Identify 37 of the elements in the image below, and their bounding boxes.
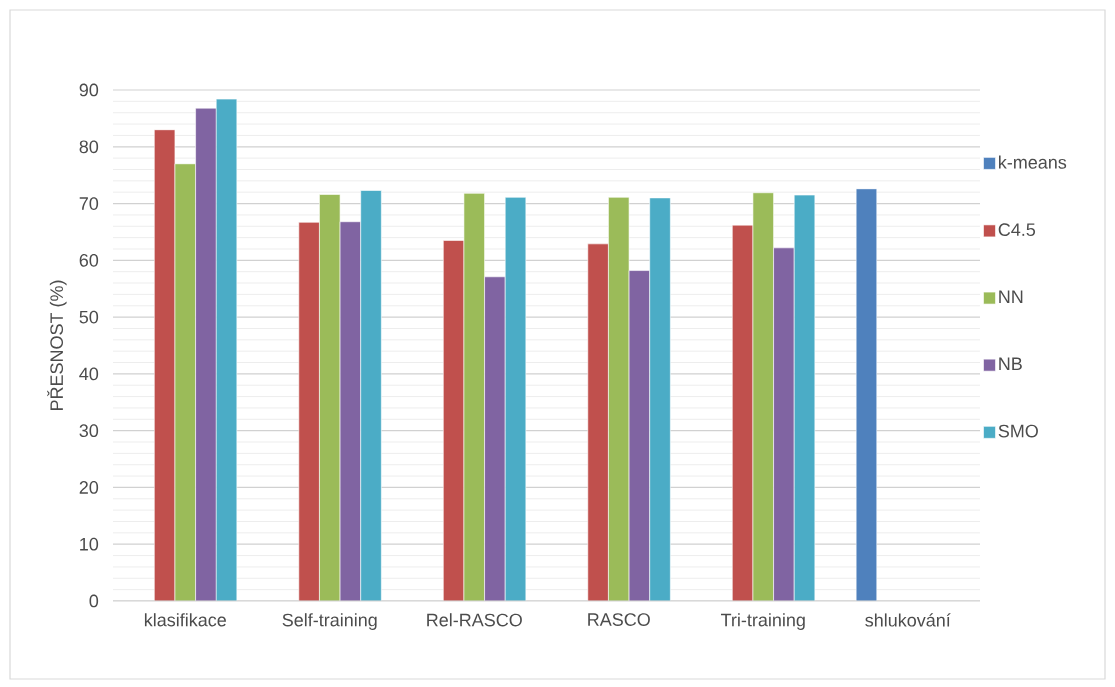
- bar: [731, 224, 754, 601]
- y-tick-label: 80: [79, 140, 99, 154]
- bar: [443, 240, 465, 601]
- x-tick-label: Self-training: [282, 613, 377, 630]
- legend-label: C4.5: [998, 223, 1036, 236]
- bar: [463, 193, 485, 601]
- x-tick-label: Rel-RASCO: [427, 613, 522, 627]
- y-tick-label: 0: [89, 594, 99, 608]
- bar: [504, 197, 527, 601]
- bar: [298, 221, 320, 601]
- legend-label: NB: [999, 357, 1022, 370]
- bar: [174, 163, 196, 601]
- bar: [587, 243, 609, 601]
- y-tick-label: 50: [79, 310, 99, 324]
- bar: [793, 194, 816, 601]
- bar: [649, 197, 671, 601]
- y-tick-label: 40: [79, 367, 99, 381]
- x-tick-label: klasifikace: [144, 613, 226, 627]
- y-tick-label: 10: [80, 537, 99, 551]
- y-tick-label: 70: [79, 197, 99, 210]
- y-tick-label: 60: [79, 253, 99, 267]
- bar: [154, 129, 176, 601]
- y-tick-label: 30: [79, 424, 99, 438]
- x-tick-label: shlukování: [865, 613, 951, 627]
- bar: [752, 192, 774, 601]
- y-tick-label: 90: [79, 83, 99, 97]
- bar: [319, 194, 341, 601]
- bar: [608, 197, 630, 601]
- legend-label: NN: [999, 290, 1023, 303]
- legend-label: k-means: [999, 155, 1067, 169]
- x-tick-label: Tri-training: [720, 613, 805, 630]
- x-tick-label: RASCO: [588, 613, 650, 626]
- bar: [215, 98, 238, 601]
- legend-label: SMO: [998, 424, 1038, 438]
- bar: [360, 190, 382, 601]
- y-tick-label: 20: [79, 481, 99, 494]
- y-axis-title: PŘESNOST (%): [47, 280, 67, 411]
